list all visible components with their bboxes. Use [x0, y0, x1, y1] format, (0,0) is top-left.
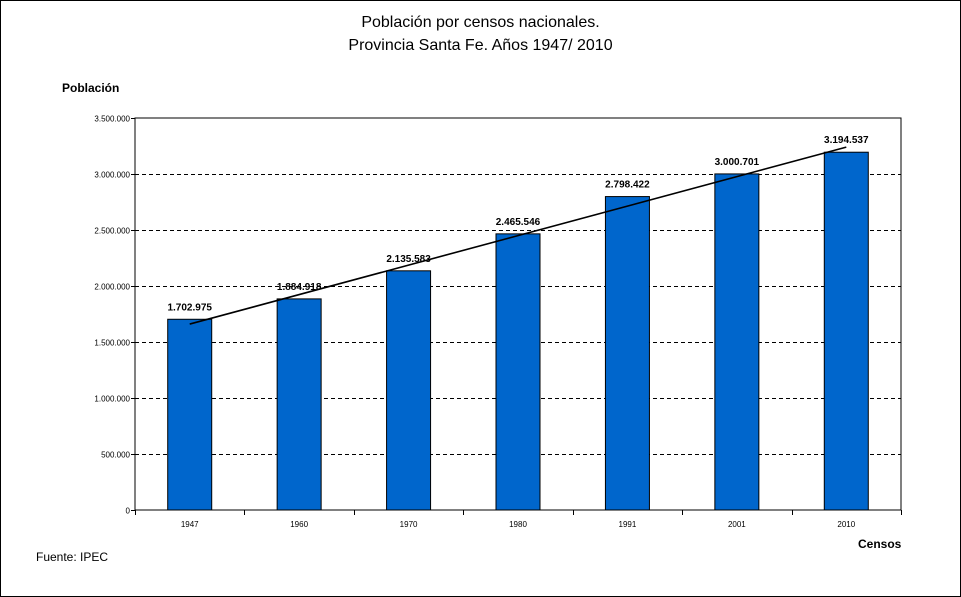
trendline	[189, 146, 847, 325]
bar-1960	[276, 298, 322, 511]
y-tick-label: 2.500.000	[94, 227, 130, 236]
bar-1970	[386, 270, 432, 511]
bar-1980	[495, 233, 541, 511]
y-tick-label: 0	[126, 507, 131, 516]
y-tick-label: 3.000.000	[94, 171, 130, 180]
x-tick-label: 2010	[837, 520, 855, 529]
data-label: 1.702.975	[167, 302, 212, 313]
x-tick-label: 1980	[509, 520, 527, 529]
y-tick-label: 500.000	[101, 451, 130, 460]
bar-2001	[714, 173, 760, 511]
x-axis-title: Censos	[858, 537, 902, 551]
y-tick-label: 1.000.000	[94, 395, 130, 404]
y-tick-label: 1.500.000	[94, 339, 130, 348]
y-tick-label: 2.000.000	[94, 283, 130, 292]
x-tick-label: 2001	[728, 520, 746, 529]
data-label: 2.135.583	[386, 254, 431, 265]
data-label: 3.194.537	[824, 135, 869, 146]
x-tick-label: 1960	[290, 520, 308, 529]
x-tick-label: 1970	[400, 520, 418, 529]
chart-title-line-1: Población por censos nacionales.	[361, 14, 600, 31]
data-label: 2.465.546	[496, 217, 541, 228]
chart-title-line-2: Provincia Santa Fe. Años 1947/ 2010	[348, 37, 613, 54]
bar-2010	[823, 151, 869, 511]
data-label: 1.884.918	[277, 282, 322, 293]
source-note: Fuente: IPEC	[36, 550, 109, 564]
y-tick-label: 3.500.000	[94, 115, 130, 124]
data-label: 3.000.701	[715, 157, 760, 168]
y-axis-title: Población	[62, 81, 120, 95]
bar-1947	[167, 318, 213, 511]
x-tick-label: 1947	[181, 520, 199, 529]
bar-1991	[604, 196, 650, 511]
data-label: 2.798.422	[605, 180, 650, 191]
x-tick-label: 1991	[619, 520, 637, 529]
